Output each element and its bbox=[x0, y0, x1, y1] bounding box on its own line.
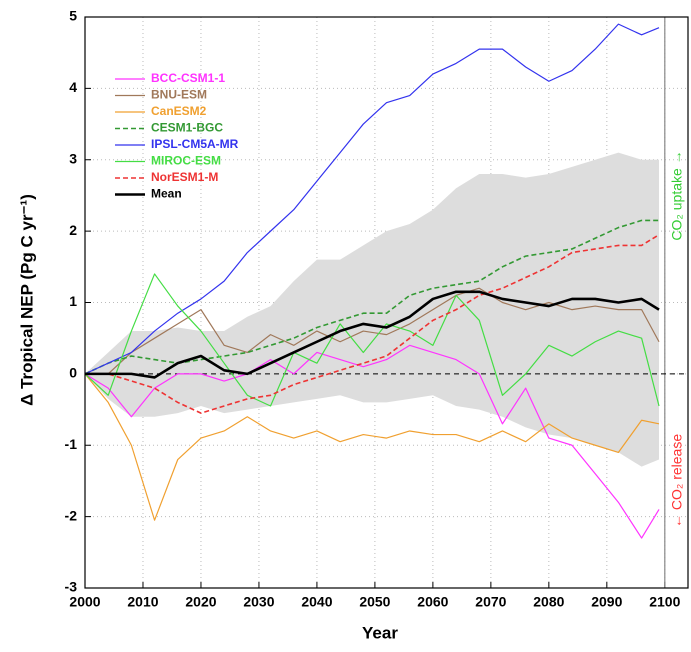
y-tick-label: 4 bbox=[69, 79, 77, 95]
x-tick-label: 2080 bbox=[533, 594, 564, 610]
x-tick-label: 2020 bbox=[185, 594, 216, 610]
x-tick-label: 2040 bbox=[301, 594, 332, 610]
y-tick-label: 3 bbox=[69, 150, 77, 166]
series-line bbox=[85, 234, 660, 414]
x-tick-label: 2030 bbox=[243, 594, 274, 610]
y-tick-label: -3 bbox=[65, 579, 78, 595]
legend-label: NorESM1-M bbox=[151, 170, 218, 184]
series-line bbox=[85, 287, 660, 375]
y-tick-label: -2 bbox=[65, 507, 78, 523]
spread-band bbox=[85, 152, 660, 467]
legend-label: MIROC-ESM bbox=[151, 154, 221, 168]
x-tick-label: 2000 bbox=[69, 594, 100, 610]
y-tick-label: 2 bbox=[69, 222, 77, 238]
y-tick-label: 5 bbox=[69, 8, 77, 24]
x-axis-label: Year bbox=[362, 623, 398, 642]
legend-label: Mean bbox=[151, 187, 182, 201]
side-annotation: ← CO₂ release bbox=[669, 434, 685, 528]
legend-label: BNU-ESM bbox=[151, 88, 207, 102]
y-axis-label: Δ Tropical NEP (Pg C yr⁻¹) bbox=[17, 194, 36, 406]
x-tick-label: 2060 bbox=[417, 594, 448, 610]
series-line bbox=[84, 344, 660, 539]
plot-frame bbox=[84, 16, 689, 589]
legend-label: CESM1-BGC bbox=[151, 121, 223, 135]
legend-label: IPSL-CM5A-MR bbox=[151, 137, 239, 151]
x-tick-label: 2050 bbox=[359, 594, 390, 610]
series-line bbox=[84, 273, 660, 407]
series-line bbox=[84, 373, 660, 521]
y-tick-label: -1 bbox=[65, 436, 78, 452]
side-annotation: CO₂ uptake → bbox=[669, 150, 685, 240]
y-tick-label: 0 bbox=[69, 365, 77, 381]
legend-label: CanESM2 bbox=[151, 104, 207, 118]
x-tick-label: 2100 bbox=[649, 594, 680, 610]
legend-label: BCC-CSM1-1 bbox=[151, 71, 225, 85]
x-tick-label: 2070 bbox=[475, 594, 506, 610]
y-tick-label: 1 bbox=[69, 293, 77, 309]
x-tick-label: 2010 bbox=[127, 594, 158, 610]
x-tick-label: 2090 bbox=[591, 594, 622, 610]
series-line bbox=[85, 290, 660, 379]
